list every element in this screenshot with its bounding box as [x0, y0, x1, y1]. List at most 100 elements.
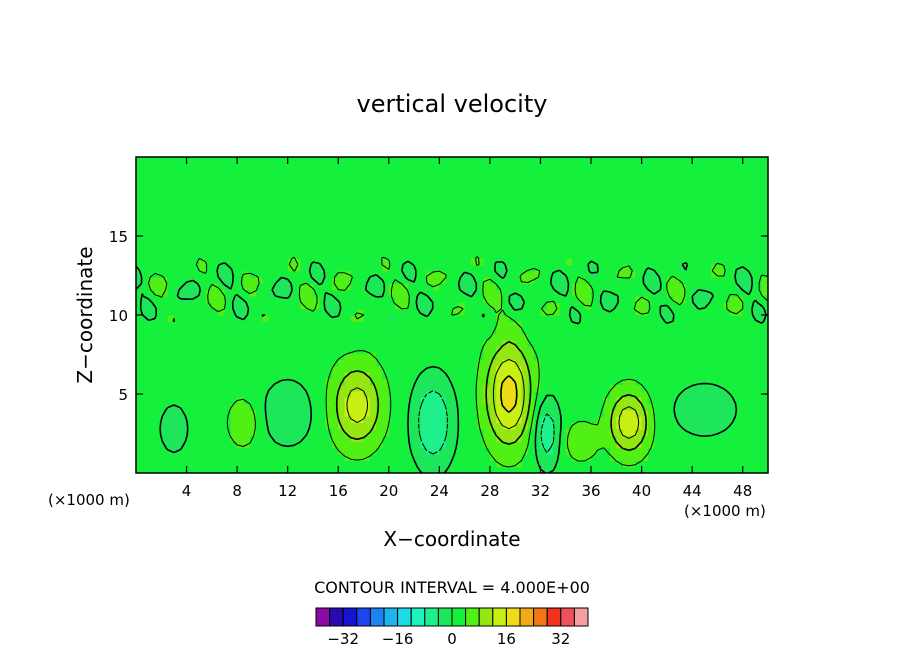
field-cell — [154, 378, 162, 386]
field-cell — [414, 289, 421, 297]
field-cell — [319, 251, 327, 259]
field-cell — [256, 157, 263, 164]
field-cell — [262, 365, 270, 373]
field-cell — [597, 371, 605, 379]
field-cell — [401, 175, 409, 183]
field-cell — [527, 409, 535, 417]
field-cell — [350, 169, 358, 177]
field-cell — [761, 416, 768, 424]
field-cell — [641, 460, 649, 468]
field-cell — [698, 447, 706, 455]
field-cell — [180, 371, 188, 379]
field-cell — [521, 315, 529, 322]
field-cell — [553, 239, 561, 247]
field-cell — [426, 340, 434, 348]
field-cell — [395, 384, 403, 392]
field-cell — [723, 327, 731, 335]
field-cell — [148, 283, 156, 291]
field-cell — [262, 270, 270, 278]
field-cell — [578, 333, 586, 341]
field-cell — [730, 359, 737, 367]
field-cell — [559, 454, 567, 461]
field-cell — [464, 169, 472, 177]
field-cell — [591, 308, 598, 316]
field-cell — [521, 258, 529, 266]
field-cell — [730, 346, 737, 354]
field-cell — [186, 289, 194, 297]
field-cell — [458, 239, 466, 247]
field-cell — [325, 157, 333, 164]
field-cell — [312, 315, 320, 322]
field-cell — [692, 371, 700, 379]
field-cell — [704, 207, 712, 215]
field-cell — [420, 403, 428, 411]
field-cell — [167, 454, 175, 461]
field-cell — [312, 333, 320, 341]
field-cell — [136, 169, 143, 177]
field-cell — [426, 194, 434, 202]
field-cell — [717, 213, 725, 221]
field-cell — [369, 435, 377, 442]
field-cell — [230, 454, 238, 461]
field-cell — [439, 213, 447, 221]
field-cell — [237, 308, 245, 316]
field-cell — [142, 283, 150, 291]
field-cell — [591, 194, 598, 202]
field-cell — [685, 213, 693, 221]
field-cell — [647, 428, 655, 436]
field-cell — [452, 409, 459, 417]
field-cell — [161, 460, 169, 468]
field-cell — [489, 232, 497, 240]
field-cell — [167, 435, 175, 442]
field-cell — [616, 302, 624, 310]
field-cell — [572, 416, 579, 424]
field-cell — [730, 378, 737, 386]
field-cell — [218, 409, 226, 417]
field-cell — [647, 220, 655, 228]
field-cell — [376, 327, 384, 335]
field-cell — [534, 441, 542, 449]
field-cell — [540, 384, 548, 392]
field-cell — [641, 422, 649, 430]
field-cell — [237, 201, 245, 209]
field-cell — [186, 163, 194, 171]
field-cell — [572, 226, 579, 234]
field-cell — [559, 403, 567, 411]
field-cell — [426, 163, 434, 171]
field-cell — [496, 384, 504, 392]
field-cell — [382, 384, 390, 392]
field-cell — [199, 270, 207, 278]
field-cell — [515, 390, 523, 398]
field-cell — [534, 258, 542, 266]
field-cell — [597, 454, 605, 461]
field-cell — [559, 428, 567, 436]
field-cell — [660, 169, 668, 177]
field-cell — [363, 201, 371, 209]
field-cell — [218, 175, 226, 183]
field-cell — [515, 371, 523, 379]
field-cell — [635, 384, 643, 392]
field-cell — [281, 422, 289, 430]
field-cell — [578, 289, 586, 297]
field-cell — [477, 422, 485, 430]
field-cell — [312, 207, 320, 215]
field-cell — [281, 327, 289, 335]
field-cell — [692, 435, 700, 442]
field-cell — [628, 333, 636, 341]
field-cell — [616, 435, 624, 442]
field-cell — [376, 270, 384, 278]
field-cell — [294, 296, 301, 303]
field-cell — [761, 378, 768, 386]
field-cell — [641, 447, 649, 455]
field-cell — [641, 201, 649, 209]
field-cell — [540, 466, 548, 473]
field-cell — [559, 251, 567, 259]
field-cell — [622, 333, 630, 341]
field-cell — [578, 226, 586, 234]
field-cell — [148, 182, 156, 190]
field-cell — [622, 315, 630, 322]
field-cell — [717, 365, 725, 373]
filled-contour-field — [136, 157, 768, 473]
field-cell — [578, 207, 586, 215]
field-cell — [603, 220, 611, 228]
